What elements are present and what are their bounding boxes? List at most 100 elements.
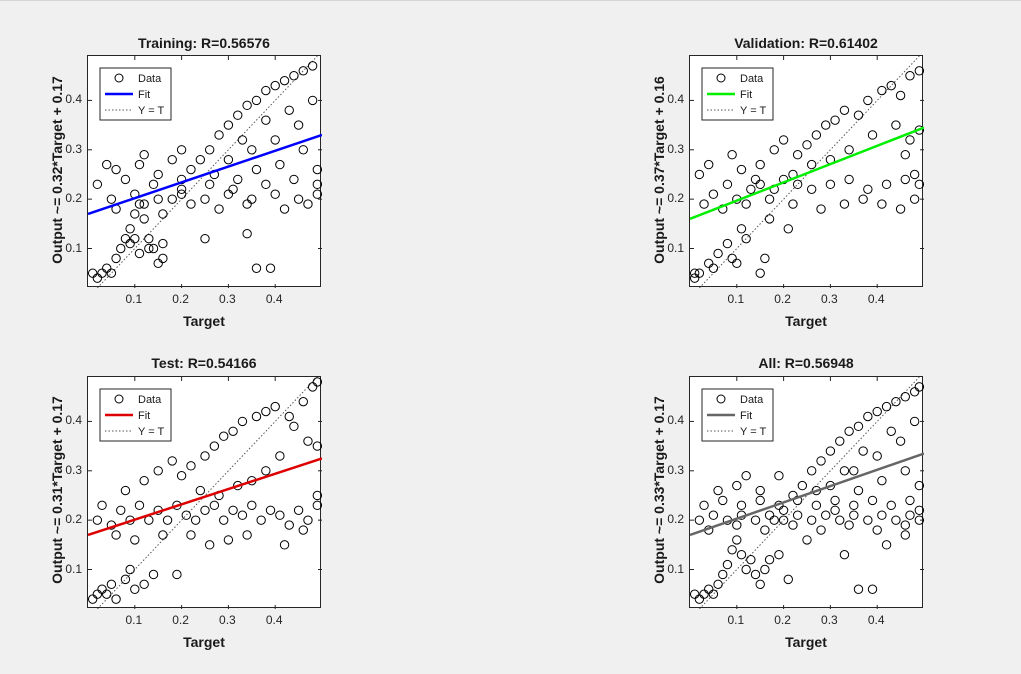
- y-tick-label: 0.4: [65, 92, 82, 107]
- data-point: [307, 382, 318, 392]
- data-point: [186, 461, 196, 471]
- data-point: [130, 535, 140, 545]
- data-point: [167, 154, 177, 165]
- legend-fit-label: Fit: [138, 89, 150, 101]
- data-point: [877, 85, 887, 96]
- data-point: [853, 485, 864, 496]
- data-point: [844, 145, 854, 155]
- data-point: [242, 530, 252, 540]
- data-point: [704, 258, 714, 269]
- fit-line: [690, 126, 924, 221]
- data-point: [186, 199, 196, 209]
- data-point: [298, 525, 308, 535]
- legend: Data Fit Y = T: [99, 67, 172, 121]
- data-point: [261, 466, 271, 476]
- data-point: [858, 194, 868, 204]
- data-point: [195, 154, 206, 165]
- data-point: [116, 505, 126, 515]
- plot-area: Data Fit Y = T: [689, 376, 924, 609]
- data-point: [778, 515, 789, 525]
- data-point: [877, 510, 887, 520]
- data-point: [134, 199, 145, 209]
- data-point: [905, 71, 915, 81]
- data-point: [909, 416, 920, 427]
- data-point: [792, 179, 803, 190]
- data-point: [830, 495, 840, 506]
- data-point: [102, 589, 112, 599]
- data-point: [92, 273, 103, 283]
- data-point: [760, 253, 770, 264]
- data-point: [120, 574, 131, 585]
- data-point: [741, 233, 751, 244]
- data-point: [219, 515, 229, 525]
- data-point: [764, 194, 775, 204]
- data-point: [167, 194, 177, 204]
- data-point: [176, 189, 187, 199]
- data-point: [158, 238, 168, 249]
- data-point: [111, 530, 121, 540]
- data-point: [764, 214, 775, 224]
- data-point: [247, 145, 257, 155]
- data-point: [914, 505, 924, 515]
- data-point: [130, 233, 140, 244]
- data-point: [125, 238, 135, 249]
- data-point: [186, 164, 196, 175]
- data-point: [102, 263, 112, 273]
- data-point: [718, 569, 728, 580]
- data-point: [228, 184, 238, 194]
- data-point: [886, 426, 896, 436]
- data-point: [134, 500, 145, 511]
- data-point: [125, 224, 135, 234]
- data-point: [708, 189, 719, 199]
- data-point: [694, 594, 705, 604]
- data-point: [788, 199, 798, 209]
- data-point: [303, 199, 313, 209]
- legend-fit-label: Fit: [740, 410, 752, 422]
- data-point: [839, 466, 850, 476]
- y-tick-label: 0.3: [65, 462, 82, 477]
- legend-data-label: Data: [740, 73, 764, 85]
- data-point: [242, 229, 252, 239]
- data-point: [839, 199, 850, 209]
- data-point: [298, 396, 308, 407]
- x-tick-label: 0.1: [727, 613, 745, 627]
- data-point: [275, 451, 285, 461]
- data-point: [120, 174, 131, 185]
- data-point: [298, 66, 308, 76]
- data-point: [139, 214, 149, 224]
- y-tick-label: 0.4: [667, 413, 684, 428]
- data-point: [727, 253, 737, 264]
- data-point: [214, 204, 224, 214]
- data-point: [233, 110, 243, 120]
- data-point: [835, 515, 845, 525]
- legend: Data Fit Y = T: [701, 388, 774, 442]
- data-point: [153, 169, 163, 180]
- y-tick-label: 0.3: [667, 462, 684, 477]
- data-point: [891, 515, 901, 525]
- data-point: [270, 80, 280, 91]
- data-point: [895, 436, 906, 446]
- data-point: [298, 145, 308, 155]
- plot-title: All: R=0.56948: [758, 355, 854, 371]
- y-tick-label: 0.2: [667, 512, 684, 527]
- data-point: [699, 500, 709, 511]
- data-point: [153, 258, 163, 269]
- data-point: [909, 169, 920, 180]
- data-point: [144, 233, 154, 244]
- data-point: [764, 554, 775, 565]
- data-point: [228, 426, 238, 436]
- data-point: [746, 184, 756, 194]
- data-point: [279, 75, 290, 86]
- data-point: [242, 100, 252, 111]
- legend: Data Fit Y = T: [701, 67, 774, 121]
- data-point: [727, 545, 737, 555]
- data-point: [181, 510, 191, 520]
- data-point: [261, 406, 271, 417]
- y-tick-label: 0.4: [667, 92, 684, 107]
- x-tick-label: 0.3: [821, 292, 838, 306]
- scatter-svg: Data Fit Y = T: [88, 377, 322, 609]
- data-point: [92, 589, 103, 599]
- data-point: [195, 485, 206, 496]
- data-point: [158, 253, 168, 264]
- data-point: [736, 224, 747, 234]
